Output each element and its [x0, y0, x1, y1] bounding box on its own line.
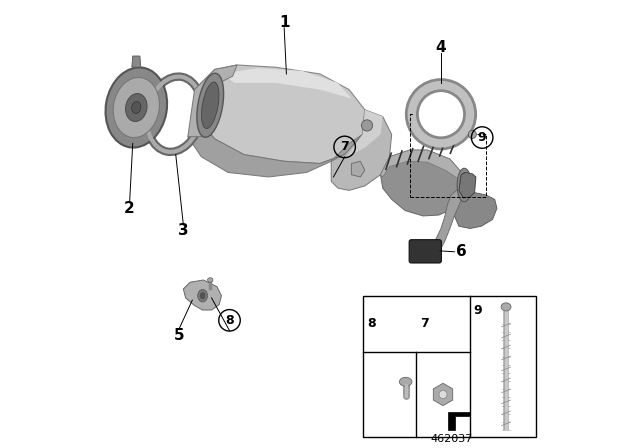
Polygon shape	[380, 150, 463, 216]
Text: 1: 1	[279, 15, 289, 30]
Ellipse shape	[457, 168, 472, 202]
Polygon shape	[454, 193, 497, 228]
Ellipse shape	[200, 293, 205, 299]
Polygon shape	[430, 188, 463, 253]
Text: 5: 5	[173, 327, 184, 343]
Text: 7: 7	[420, 317, 429, 331]
Ellipse shape	[106, 68, 167, 147]
FancyBboxPatch shape	[364, 296, 536, 437]
Ellipse shape	[202, 82, 219, 129]
Text: 9: 9	[473, 304, 482, 317]
Polygon shape	[132, 56, 141, 67]
Text: 2: 2	[124, 201, 135, 216]
Text: 7: 7	[340, 140, 349, 154]
Ellipse shape	[132, 102, 141, 113]
Text: 8: 8	[367, 317, 376, 331]
Text: 9: 9	[478, 131, 486, 144]
Polygon shape	[195, 65, 365, 164]
Text: 6: 6	[456, 244, 467, 259]
Text: 462037: 462037	[430, 435, 472, 444]
Polygon shape	[221, 68, 351, 99]
Polygon shape	[380, 150, 463, 179]
Ellipse shape	[460, 173, 468, 198]
Ellipse shape	[426, 100, 456, 129]
Ellipse shape	[207, 278, 213, 282]
FancyBboxPatch shape	[409, 240, 442, 263]
Text: 4: 4	[436, 39, 446, 55]
Ellipse shape	[362, 120, 372, 131]
Ellipse shape	[198, 289, 207, 302]
Ellipse shape	[197, 73, 223, 138]
Text: 3: 3	[178, 223, 189, 238]
Ellipse shape	[125, 94, 147, 121]
Ellipse shape	[439, 391, 447, 399]
Polygon shape	[184, 280, 221, 310]
Polygon shape	[347, 110, 383, 157]
Polygon shape	[188, 119, 362, 177]
Text: 8: 8	[225, 314, 234, 327]
Polygon shape	[188, 65, 237, 137]
Ellipse shape	[468, 130, 476, 138]
Ellipse shape	[399, 377, 412, 386]
Ellipse shape	[113, 78, 159, 138]
Polygon shape	[332, 110, 392, 190]
Polygon shape	[459, 172, 476, 198]
Ellipse shape	[501, 303, 511, 311]
Polygon shape	[351, 161, 365, 177]
Polygon shape	[448, 412, 470, 430]
Polygon shape	[433, 383, 452, 406]
